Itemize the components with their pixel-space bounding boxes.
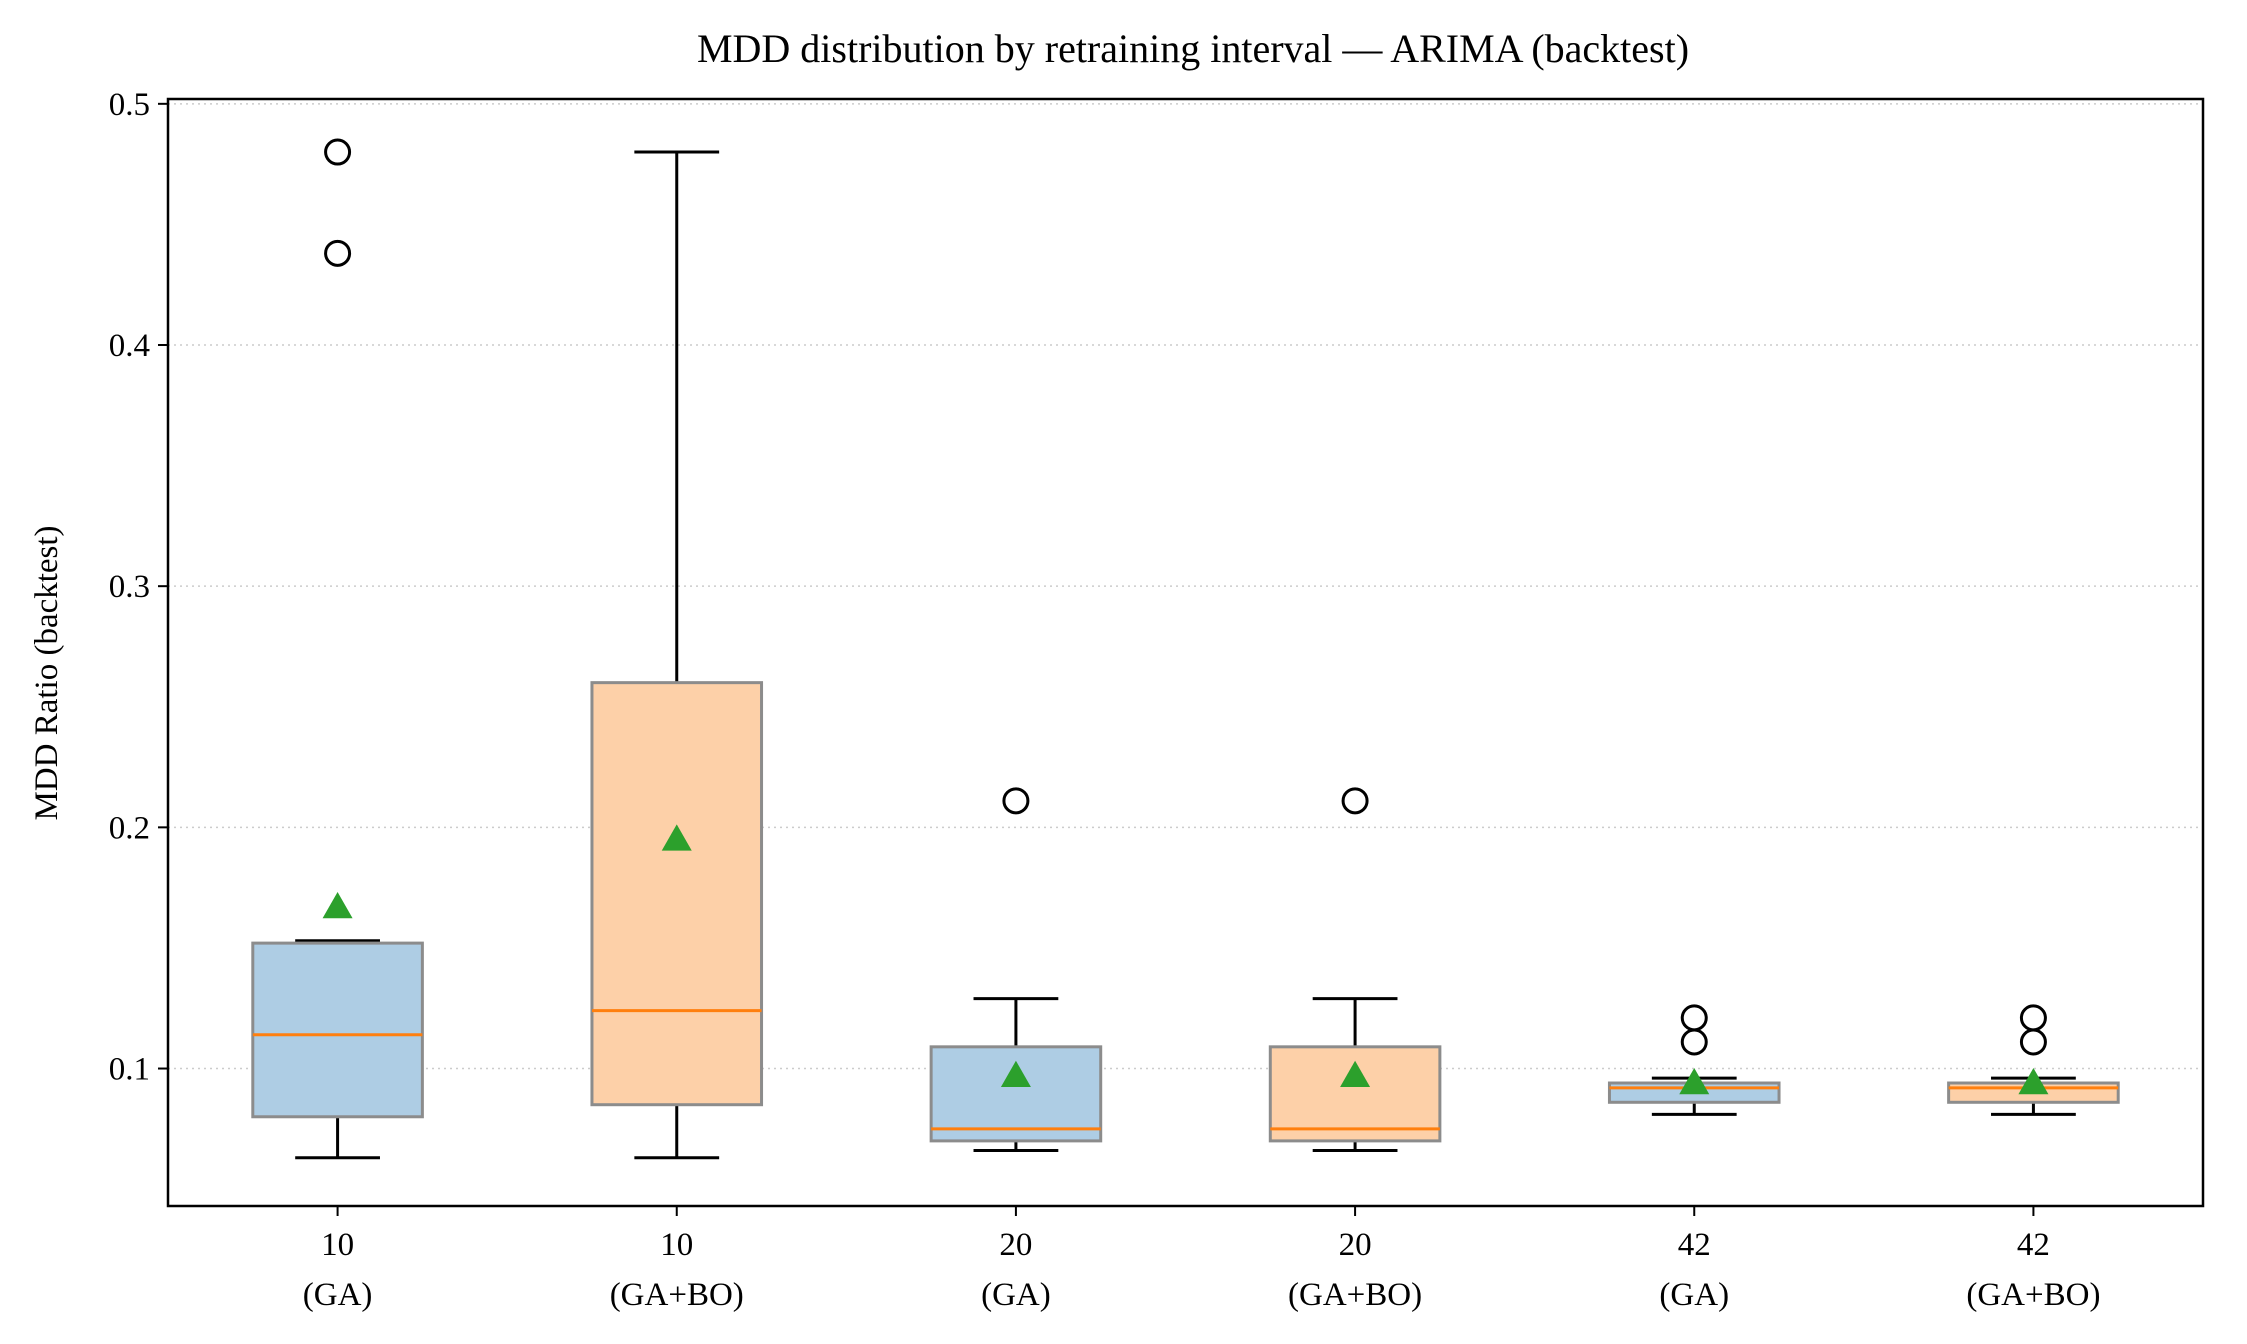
x-tick-label-sub: (GA) [303, 1277, 373, 1313]
plot-frame [166, 97, 2205, 1208]
x-tick-label: 42 [2017, 1227, 2050, 1263]
x-tick-label: 42 [1678, 1227, 1711, 1263]
x-tick-label-sub: (GA) [1659, 1277, 1729, 1313]
outlier-point [2019, 1004, 2047, 1032]
outlier-point [1680, 1004, 1708, 1032]
mean-marker [1340, 1060, 1371, 1088]
box-group [929, 787, 1103, 1153]
x-tick-label: 10 [660, 1227, 693, 1263]
outlier-point [324, 239, 352, 267]
box [590, 681, 764, 1107]
outlier-point [2019, 1028, 2047, 1056]
box-group [251, 138, 424, 1160]
mean-marker [1679, 1068, 1710, 1095]
mean-marker [322, 891, 353, 919]
y-tick-label: 0.1 [109, 1052, 150, 1088]
box-marks [251, 138, 2120, 1160]
x-tick-label: 20 [999, 1227, 1032, 1263]
box-group [1607, 1004, 1781, 1116]
grid-lines [168, 103, 2203, 1070]
y-tick-label: 0.5 [109, 87, 150, 123]
x-tick-label-sub: (GA+BO) [1966, 1277, 2100, 1313]
box-group [1947, 1004, 2120, 1116]
outlier-point [324, 138, 352, 166]
box [251, 941, 424, 1119]
box-group [590, 150, 764, 1160]
mean-marker [1000, 1060, 1031, 1088]
x-tick-label: 20 [1339, 1227, 1372, 1263]
outlier-point [1680, 1028, 1708, 1056]
x-tick-label-sub: (GA+BO) [1288, 1277, 1422, 1313]
x-tick-label: 10 [321, 1227, 354, 1263]
y-tick-label: 0.4 [109, 328, 150, 364]
chart-title: MDD distribution by retraining interval … [697, 26, 1689, 71]
y-axis-label: MDD Ratio (backtest) [29, 525, 65, 820]
outlier-point [1341, 787, 1369, 815]
axes: 0.1 0.2 0.3 0.4 0.5 10 (GA) 10 (GA+BO) 20 (GA) 20 (G… [109, 87, 2205, 1313]
box-group [1268, 787, 1442, 1153]
mean-marker [2018, 1068, 2049, 1095]
x-tick-label-sub: (GA+BO) [610, 1277, 744, 1313]
y-tick-label: 0.3 [109, 569, 150, 605]
y-tick-label: 0.2 [109, 810, 150, 846]
x-tick-label-sub: (GA) [981, 1277, 1051, 1313]
mean-marker [661, 824, 692, 851]
outlier-point [1002, 787, 1030, 815]
